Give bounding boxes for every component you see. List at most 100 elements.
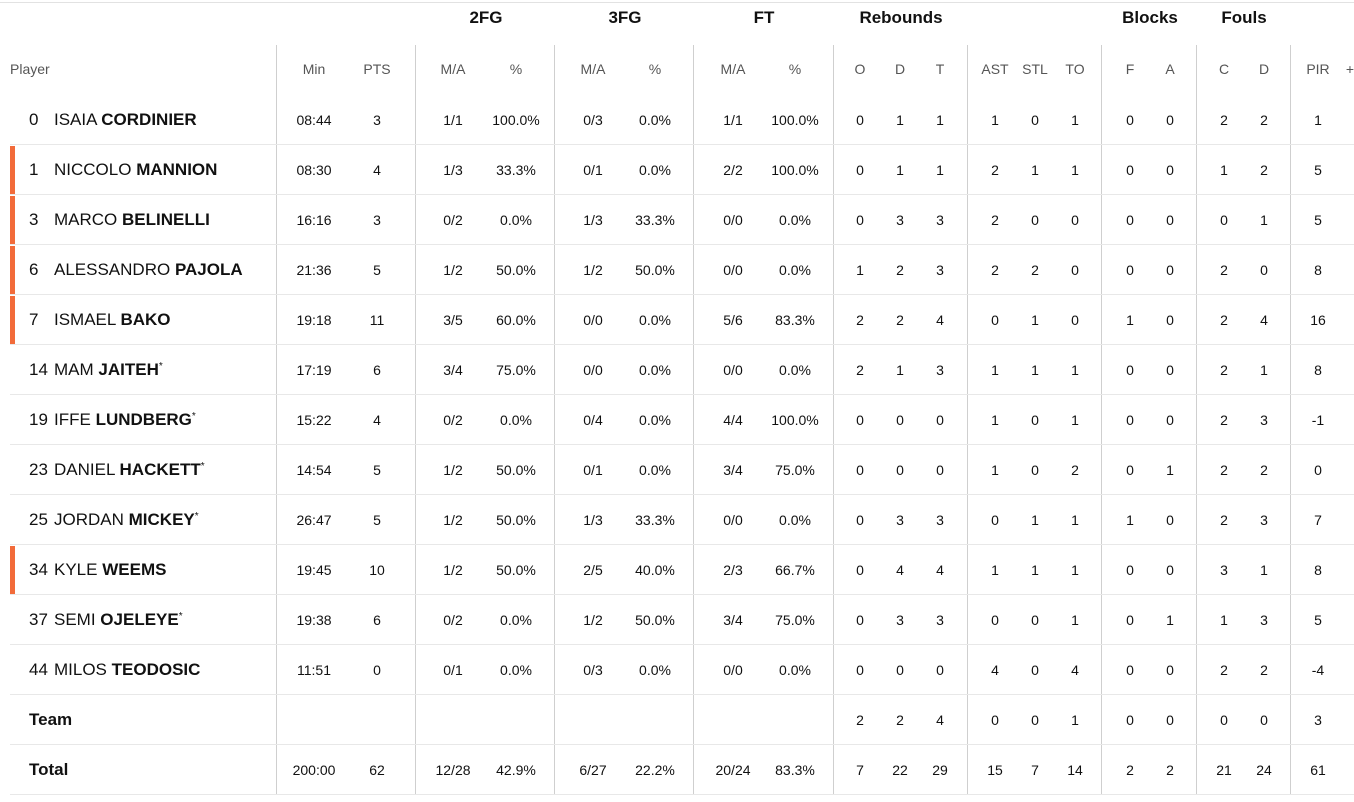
player-number: 14: [29, 360, 48, 379]
stat-ast: 2: [991, 262, 999, 278]
stat-stl: 1: [1031, 162, 1039, 178]
column-header-fg2-pct[interactable]: %: [509, 61, 523, 77]
column-separator: [554, 45, 555, 794]
column-header-fg3-ma[interactable]: M/A: [580, 61, 606, 77]
column-header-fg2-ma[interactable]: M/A: [440, 61, 466, 77]
stat-pts: 5: [373, 262, 381, 278]
column-header-pts[interactable]: PTS: [363, 61, 391, 77]
player-name[interactable]: 0 ISAIA CORDINIER: [29, 110, 197, 130]
team-row-label: Team: [29, 710, 73, 729]
column-header-blk-f[interactable]: F: [1125, 61, 1135, 77]
player-name[interactable]: 3 MARCO BELINELLI: [29, 210, 210, 230]
stat-blk-f: 0: [1126, 462, 1134, 478]
column-header-reb-t[interactable]: T: [935, 61, 945, 77]
stat-ft-pct: 75.0%: [775, 612, 815, 628]
column-header-pir[interactable]: PIR: [1306, 61, 1330, 77]
player-name[interactable]: 34 KYLE WEEMS: [29, 560, 166, 580]
player-name[interactable]: 25 JORDAN MICKEY*: [29, 510, 199, 530]
stat-foul-d: 2: [1260, 162, 1268, 178]
column-header-fg3-pct[interactable]: %: [648, 61, 662, 77]
stat-reb-d: 0: [896, 662, 904, 678]
column-header-ft-ma[interactable]: M/A: [720, 61, 746, 77]
stat-pts: 5: [373, 462, 381, 478]
stat-blk-a: 1: [1166, 612, 1174, 628]
column-header-stl[interactable]: STL: [1022, 61, 1048, 77]
table-row[interactable]: 19 IFFE LUNDBERG* 15:22 4 0/2 0.0% 0/4 0.0% 4/4 1…: [0, 395, 1354, 445]
player-name[interactable]: 44 MILOS TEODOSIC: [29, 660, 200, 680]
table-row[interactable]: 44 MILOS TEODOSIC 11:51 0 0/1 0.0% 0/3 0.0% 0/0 0…: [0, 645, 1354, 695]
stat-pts: 3: [373, 212, 381, 228]
stat-fg3-ma: 1/2: [583, 612, 603, 628]
stat-fg3-ma: 1/2: [583, 262, 603, 278]
stat-fg3-ma: 0/0: [583, 312, 603, 328]
stat-foul-d: 3: [1260, 612, 1268, 628]
column-separator: [1290, 45, 1291, 794]
table-row[interactable]: 34 KYLE WEEMS 19:45 10 1/2 50.0% 2/5 40.0% 2/3 66…: [0, 545, 1354, 595]
stat-reb-o: 0: [856, 112, 864, 128]
stat-ast: 1: [991, 362, 999, 378]
column-header-reb-o[interactable]: O: [854, 61, 866, 77]
column-header-foul-c[interactable]: C: [1218, 61, 1230, 77]
starter-marker: [10, 546, 15, 594]
stat-stl: 1: [1031, 562, 1039, 578]
player-first-name: ISMAEL: [54, 310, 116, 329]
stat-fg3-ma: 6/27: [579, 762, 607, 778]
column-header-player[interactable]: Player: [10, 61, 50, 77]
stat-blk-f: 2: [1126, 762, 1134, 778]
table-row[interactable]: 1 NICCOLO MANNION 08:30 4 1/3 33.3% 0/1 0.0% 2/2…: [0, 145, 1354, 195]
stat-ft-pct: 100.0%: [771, 112, 819, 128]
stat-to: 0: [1071, 262, 1079, 278]
table-row[interactable]: 6 ALESSANDRO PAJOLA 21:36 5 1/2 50.0% 1/2 50.0%…: [0, 245, 1354, 295]
player-name[interactable]: 19 IFFE LUNDBERG*: [29, 410, 196, 430]
stat-pir: 3: [1314, 712, 1322, 728]
stat-reb-o: 7: [856, 762, 864, 778]
stat-min: 19:18: [296, 312, 332, 328]
player-name[interactable]: 23 DANIEL HACKETT*: [29, 460, 205, 480]
table-row[interactable]: 23 DANIEL HACKETT* 14:54 5 1/2 50.0% 0/1 0.0% 3/…: [0, 445, 1354, 495]
table-row[interactable]: 25 JORDAN MICKEY* 26:47 5 1/2 50.0% 1/3 33.3% 0/…: [0, 495, 1354, 545]
player-name[interactable]: 1 NICCOLO MANNION: [29, 160, 217, 180]
column-header-more[interactable]: +: [1345, 61, 1354, 77]
stat-stl: 0: [1031, 112, 1039, 128]
group-header-3fg: 3FG: [608, 8, 642, 27]
stat-reb-d: 2: [896, 312, 904, 328]
column-header-min[interactable]: Min: [302, 61, 326, 77]
column-header-ft-pct[interactable]: %: [788, 61, 802, 77]
column-header-foul-d[interactable]: D: [1258, 61, 1270, 77]
column-header-to[interactable]: TO: [1065, 61, 1085, 77]
stat-to: 1: [1071, 712, 1079, 728]
stat-ast: 0: [991, 712, 999, 728]
stat-foul-d: 1: [1260, 562, 1268, 578]
stat-ft-ma: 20/24: [715, 762, 751, 778]
table-row[interactable]: 7 ISMAEL BAKO 19:18 11 3/5 60.0% 0/0 0.0% 5/6 83.…: [0, 295, 1354, 345]
stat-fg2-pct: 0.0%: [500, 662, 532, 678]
stat-foul-c: 1: [1220, 612, 1228, 628]
stat-fg3-ma: 2/5: [583, 562, 603, 578]
stat-foul-c: 2: [1220, 512, 1228, 528]
player-name[interactable]: 37 SEMI OJELEYE*: [29, 610, 183, 630]
player-name[interactable]: 7 ISMAEL BAKO: [29, 310, 171, 330]
column-header-ast[interactable]: AST: [981, 61, 1009, 77]
stat-foul-d: 2: [1260, 462, 1268, 478]
stat-blk-a: 0: [1166, 512, 1174, 528]
stat-foul-d: 1: [1260, 212, 1268, 228]
column-header-reb-d[interactable]: D: [894, 61, 906, 77]
row-divider: [10, 244, 1354, 245]
starter-marker: [10, 196, 15, 244]
stat-reb-o: 0: [856, 612, 864, 628]
stat-pts: 6: [373, 362, 381, 378]
stat-blk-f: 0: [1126, 612, 1134, 628]
stat-reb-t: 3: [936, 362, 944, 378]
starter-marker: [10, 296, 15, 344]
row-divider: [10, 344, 1354, 345]
column-header-blk-a[interactable]: A: [1165, 61, 1175, 77]
player-number: 7: [29, 310, 39, 329]
table-row[interactable]: 3 MARCO BELINELLI 16:16 3 0/2 0.0% 1/3 33.3% 0/0…: [0, 195, 1354, 245]
table-row[interactable]: 0 ISAIA CORDINIER 08:44 3 1/1 100.0% 0/3 0.0% 1/…: [0, 95, 1354, 145]
player-name[interactable]: 14 MAM JAITEH*: [29, 360, 163, 380]
player-name[interactable]: 6 ALESSANDRO PAJOLA: [29, 260, 243, 280]
stat-min: 26:47: [296, 512, 332, 528]
stat-fg2-ma: 1/2: [443, 262, 463, 278]
table-row[interactable]: 14 MAM JAITEH* 17:19 6 3/4 75.0% 0/0 0.0% 0/0 0.0…: [0, 345, 1354, 395]
table-row[interactable]: 37 SEMI OJELEYE* 19:38 6 0/2 0.0% 1/2 50.0% 3/4 7…: [0, 595, 1354, 645]
